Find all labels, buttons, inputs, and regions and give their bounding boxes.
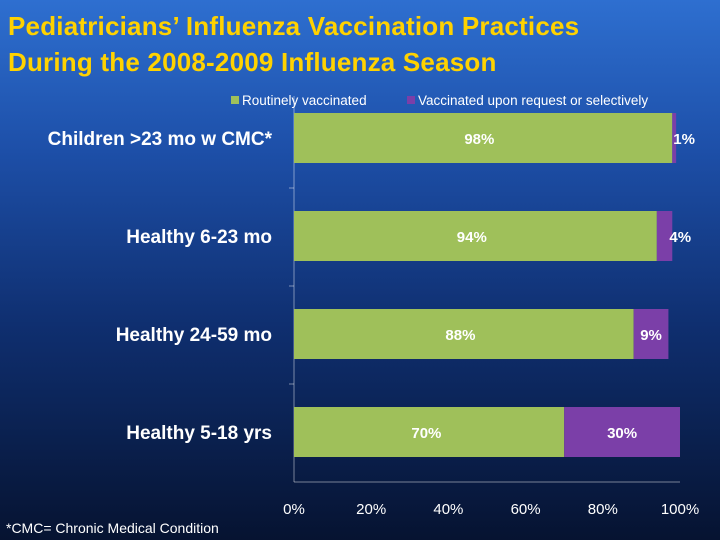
bar-routinely-vaccinated [294, 211, 657, 261]
legend-item-routinely-vaccinated-swatch [231, 96, 239, 104]
category-label: Children >23 mo w CMC* [48, 129, 273, 150]
x-tick-label: 40% [433, 501, 463, 518]
x-tick-label: 20% [356, 501, 386, 518]
title-line-2: During the 2008-2009 Influenza Season [8, 47, 497, 77]
data-label-routinely-vaccinated: 98% [464, 131, 494, 148]
data-label-vaccinated-on-request: 9% [640, 327, 662, 344]
bar-vaccinated-on-request [633, 309, 669, 359]
x-tick-label: 100% [661, 501, 699, 518]
bar-vaccinated-on-request [672, 113, 677, 163]
data-label-vaccinated-on-request: 1% [673, 131, 695, 148]
x-tick-label: 60% [511, 501, 541, 518]
category-label: Healthy 5-18 yrs [126, 423, 272, 444]
footnote: *CMC= Chronic Medical Condition [6, 520, 219, 536]
data-label-vaccinated-on-request: 30% [607, 425, 637, 442]
bar-vaccinated-on-request [656, 211, 673, 261]
bar-routinely-vaccinated [294, 407, 565, 457]
data-label-routinely-vaccinated: 94% [457, 229, 487, 246]
data-label-routinely-vaccinated: 88% [445, 327, 475, 344]
legend-item-vaccinated-on-request-swatch [407, 96, 415, 104]
x-tick-label: 80% [588, 501, 618, 518]
bar-routinely-vaccinated [294, 113, 673, 163]
data-label-vaccinated-on-request: 4% [669, 229, 691, 246]
category-label: Healthy 6-23 mo [126, 227, 272, 248]
title-line-1: Pediatricians’ Influenza Vaccination Pra… [8, 11, 580, 41]
x-tick-label: 0% [283, 501, 305, 518]
bar-vaccinated-on-request [564, 407, 680, 457]
legend-item-routinely-vaccinated-label: Routinely vaccinated [242, 93, 367, 108]
slide-title: Pediatricians’ Influenza Vaccination Pra… [8, 8, 708, 80]
category-label: Healthy 24-59 mo [116, 325, 272, 346]
legend-item-vaccinated-on-request-label: Vaccinated upon request or selectively [418, 93, 648, 108]
bar-routinely-vaccinated [294, 309, 634, 359]
data-label-routinely-vaccinated: 70% [411, 425, 441, 442]
